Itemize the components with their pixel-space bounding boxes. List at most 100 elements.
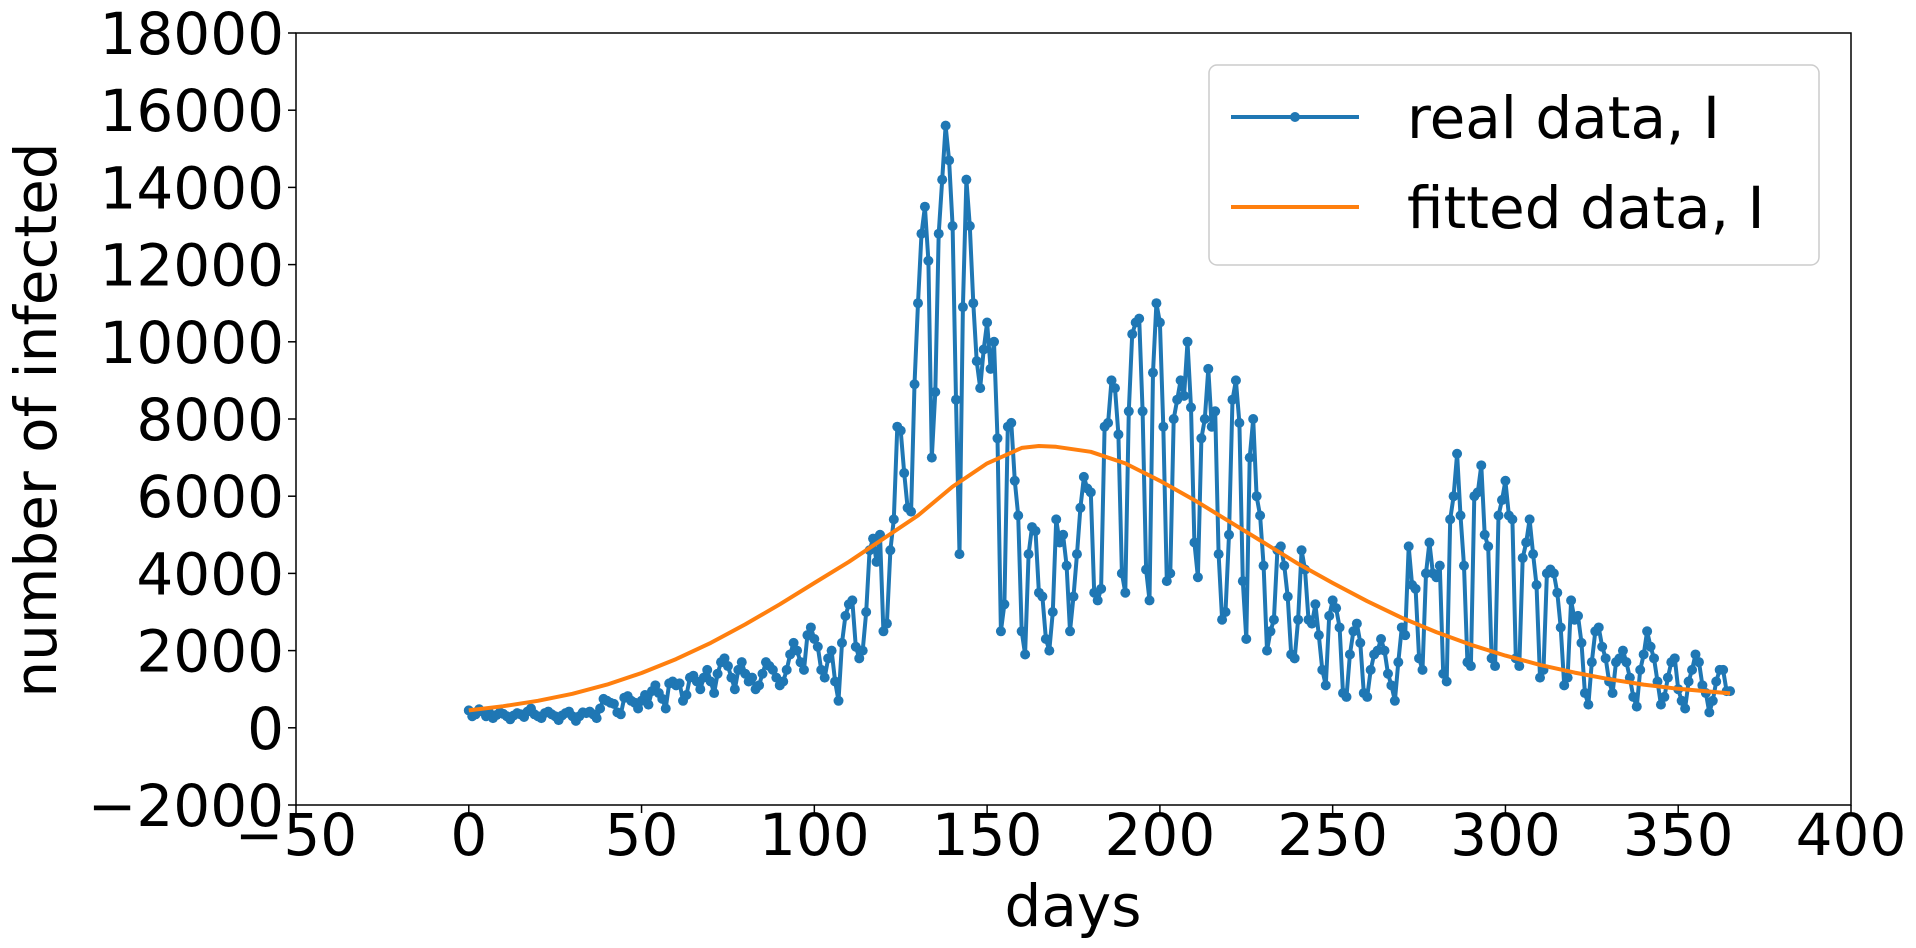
data-point	[1341, 691, 1352, 702]
data-point	[1379, 645, 1390, 656]
data-point	[650, 680, 661, 691]
data-point	[1441, 676, 1452, 687]
data-point	[1334, 622, 1345, 633]
data-point	[1096, 583, 1107, 594]
data-point	[847, 595, 858, 606]
data-point	[1113, 429, 1124, 440]
data-point	[1251, 491, 1262, 502]
data-point	[951, 394, 962, 405]
data-point	[968, 298, 979, 309]
data-point	[1137, 406, 1148, 417]
x-tick-label: 250	[1277, 801, 1388, 869]
data-point	[1075, 502, 1086, 513]
data-point	[1013, 510, 1024, 521]
data-point	[1566, 595, 1577, 606]
data-point	[1531, 579, 1542, 590]
data-point	[1711, 676, 1722, 687]
data-point	[695, 684, 706, 695]
data-point	[1061, 560, 1072, 571]
data-point	[1676, 695, 1687, 706]
data-point	[885, 545, 896, 556]
data-point	[826, 645, 837, 656]
data-point	[1006, 417, 1017, 428]
data-point	[702, 664, 713, 675]
legend-label: real data, I	[1407, 84, 1720, 152]
data-point	[1317, 664, 1328, 675]
data-point	[705, 676, 716, 687]
data-point	[923, 255, 934, 266]
data-point	[1289, 653, 1300, 664]
y-tick-label: 10000	[99, 309, 284, 377]
data-point	[1230, 375, 1241, 386]
data-point	[1065, 626, 1076, 637]
x-tick-label: 50	[605, 801, 679, 869]
data-point	[909, 379, 920, 390]
y-tick-label: 2000	[136, 618, 284, 686]
data-point	[1044, 645, 1055, 656]
data-point	[778, 676, 789, 687]
data-point	[1144, 595, 1155, 606]
data-point	[1424, 537, 1435, 548]
data-point	[1344, 649, 1355, 660]
data-point	[1106, 375, 1117, 386]
data-point	[992, 433, 1003, 444]
data-point	[1403, 541, 1414, 552]
data-point	[1206, 421, 1217, 432]
data-point	[1054, 537, 1065, 548]
data-point	[906, 506, 917, 517]
data-point	[1179, 390, 1190, 401]
data-point	[995, 626, 1006, 637]
data-point	[788, 637, 799, 648]
y-tick-label: −2000	[88, 772, 284, 840]
data-point	[1279, 560, 1290, 571]
data-point	[985, 363, 996, 374]
data-point	[1649, 653, 1660, 664]
data-point	[1103, 417, 1114, 428]
data-point	[1199, 414, 1210, 424]
x-tick-label: 0	[450, 801, 487, 869]
data-point	[1476, 460, 1487, 471]
data-point	[1182, 336, 1193, 347]
data-point	[1362, 691, 1373, 702]
data-point	[1389, 695, 1400, 706]
data-point	[964, 221, 975, 231]
data-point	[1642, 626, 1653, 637]
data-point	[1168, 414, 1179, 424]
data-point	[1617, 645, 1628, 656]
data-point	[1134, 313, 1145, 324]
data-point	[657, 693, 668, 704]
data-point	[633, 703, 644, 714]
data-point	[940, 120, 951, 131]
data-point	[1085, 487, 1096, 498]
data-point	[1037, 591, 1048, 602]
data-point	[1189, 537, 1200, 548]
data-point	[726, 672, 737, 683]
y-axis-label: number of infected	[2, 142, 70, 697]
data-point	[1071, 549, 1082, 560]
data-point	[1655, 699, 1666, 710]
data-point	[1351, 618, 1362, 629]
data-point	[1479, 529, 1490, 540]
data-point	[712, 668, 723, 679]
data-point	[1348, 626, 1359, 637]
data-point	[1051, 514, 1062, 525]
data-point	[881, 618, 892, 629]
series-line	[468, 444, 1731, 713]
data-point	[767, 664, 778, 675]
data-point	[1576, 637, 1587, 648]
data-point	[1386, 680, 1397, 691]
data-point	[823, 653, 834, 664]
data-point	[1659, 691, 1670, 702]
data-point	[1597, 641, 1608, 652]
x-tick-label: 150	[932, 801, 1043, 869]
data-point	[1109, 383, 1120, 394]
data-point	[1486, 653, 1497, 664]
data-point	[1559, 680, 1570, 691]
data-point	[1687, 664, 1698, 675]
data-point	[871, 556, 882, 567]
data-point	[1707, 695, 1718, 706]
data-point	[660, 703, 671, 714]
data-point	[1579, 688, 1590, 699]
data-point	[591, 713, 602, 724]
data-point	[840, 610, 851, 621]
